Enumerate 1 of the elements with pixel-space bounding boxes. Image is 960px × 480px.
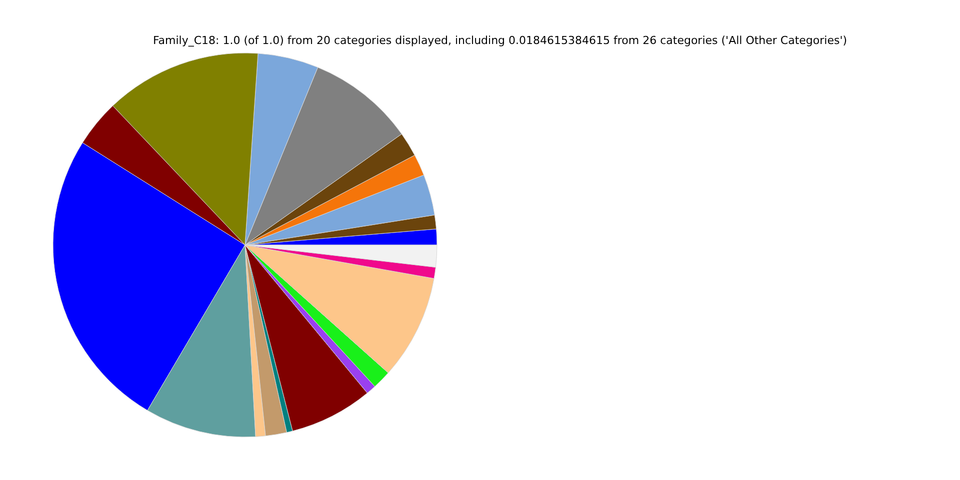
text: Family_C18: 1.0 (of 1.0) from 20 categories displayed, including 0.0184615384615 from 26 categories ('All Other Categories') <box>152 34 848 47</box>
